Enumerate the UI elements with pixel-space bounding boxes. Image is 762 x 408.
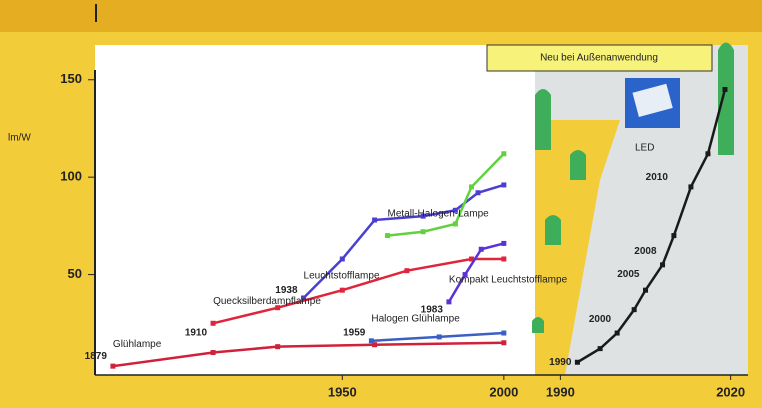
annotation: 1983 [421,304,444,315]
data-point [660,262,666,268]
data-point [275,344,281,350]
data-point [501,182,507,188]
series-label: Halogen Glühlampe [371,313,460,324]
series-label: Quecksilberdampflampe [213,296,321,307]
x-tick-label: 2020 [716,384,745,399]
data-point [475,190,481,196]
series-line [576,89,727,364]
series-label: Glühlampe [113,339,162,350]
data-point [275,305,281,311]
data-point [372,342,378,348]
annotation: 2008 [634,246,657,257]
data-point [501,330,507,336]
data-point [452,207,458,213]
data-point [469,184,475,190]
x-tick-label: 2000 [489,384,518,399]
series-label: LED [635,143,654,154]
x-tick-label: 1990 [546,384,575,399]
series-label: Leuchtstofflampe [304,271,380,282]
series-label: Kompakt Leuchtstofflampe [449,274,568,285]
y-tick-label: 150 [60,71,82,86]
annotation: 2010 [646,172,669,183]
note-box [486,44,713,72]
data-point [469,256,475,262]
series-line [212,257,504,325]
data-point [385,233,391,239]
lamp-icons [532,42,734,333]
data-point [462,272,468,278]
note: Neu bei Außenanwendung [540,53,658,64]
data-point [210,320,216,326]
data-point [597,346,603,352]
top-band [0,0,762,32]
y-tick-label: 50 [68,266,82,281]
y-tick-label: 100 [60,169,82,184]
annotation: 1959 [343,328,366,339]
data-point [501,151,507,157]
data-point [501,240,507,246]
y-axis-label: lm/W [8,133,31,144]
annotation: 2000 [589,314,612,325]
data-point [110,363,116,369]
data-point [501,256,507,262]
data-point [368,338,374,344]
annotation: 1990 [549,357,572,368]
data-point [671,233,677,239]
annotation: 1938 [275,285,298,296]
data-point [372,217,378,223]
data-point [301,295,307,301]
data-point [574,359,580,365]
data-point [722,86,728,92]
annotation: 2005 [617,269,640,280]
data-point [688,184,694,190]
x-tick-label: 1950 [328,384,357,399]
data-point [404,268,410,274]
data-point [436,334,442,340]
data-point [339,287,345,293]
data-point [452,221,458,227]
led-chip [632,83,673,117]
data-point [210,350,216,356]
led-area [535,45,748,375]
annotation: 1879 [85,351,108,362]
data-point [705,151,711,157]
data-point [339,256,345,262]
data-point [614,330,620,336]
data-point [631,307,637,313]
series-line [447,242,505,303]
data-point [478,246,484,252]
data-point [643,287,649,293]
data-point [420,213,426,219]
data-point [446,299,452,305]
data-point [501,340,507,346]
data-point [420,229,426,235]
series-label: Metall-Halogen-Lampe [388,208,490,219]
annotation: 1910 [185,328,208,339]
